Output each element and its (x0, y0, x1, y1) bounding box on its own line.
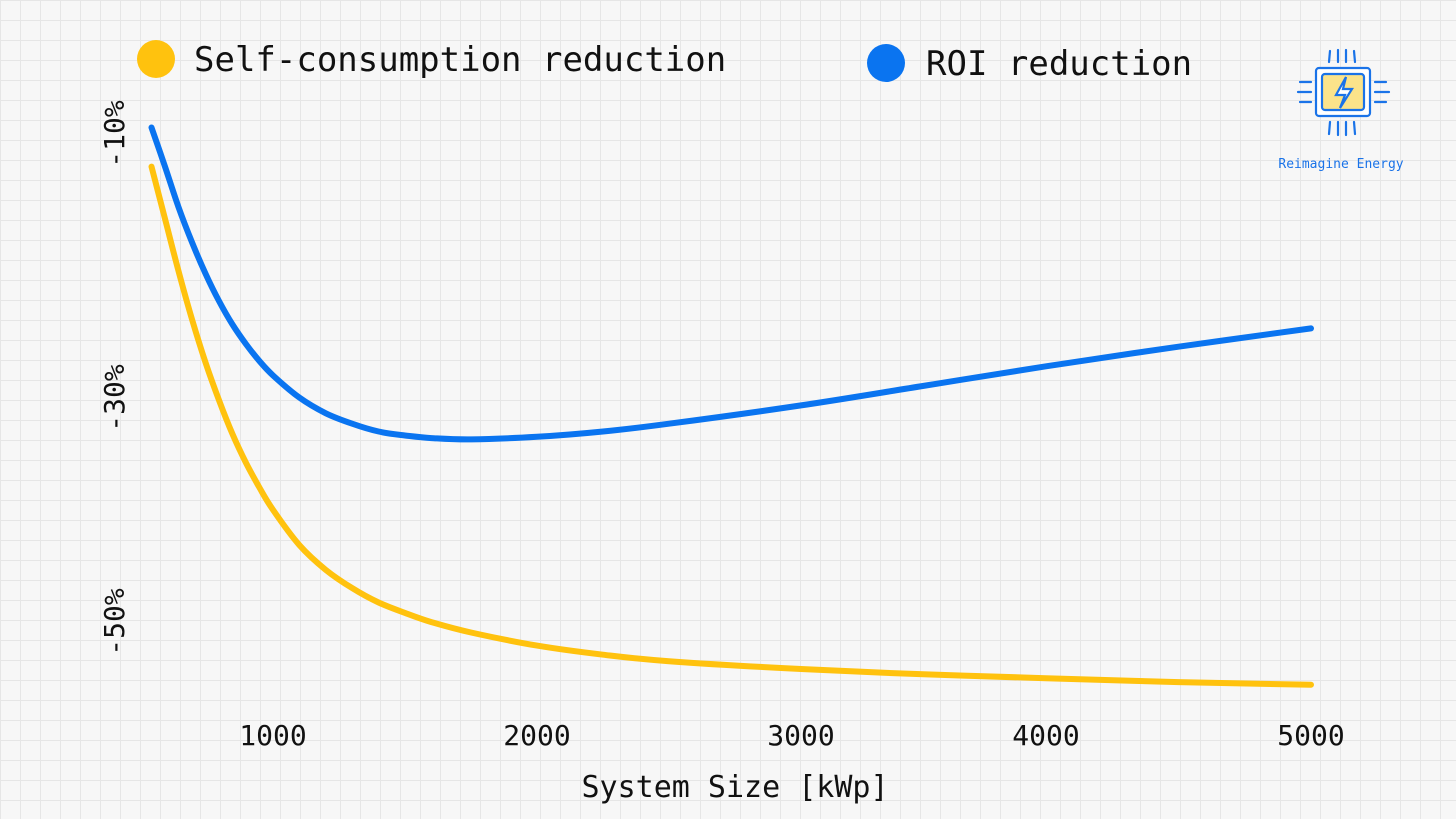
legend: Self-consumption reduction ROI reduction (137, 40, 1192, 84)
x-tick-label: 4000 (1012, 719, 1079, 752)
brand-name: Reimagine Energy (1278, 157, 1403, 172)
y-axis: -10% -30% -50% (98, 100, 131, 656)
plot-area (148, 124, 1314, 688)
x-tick-label: 3000 (767, 719, 834, 752)
chip-lightning-icon (1296, 48, 1391, 137)
legend-label-roi: ROI reduction (926, 44, 1192, 84)
y-tick-label: -10% (98, 100, 131, 168)
series-line-self-consumption (148, 163, 1314, 688)
x-axis-title: System Size [kWp] (581, 770, 888, 805)
y-tick-label: -30% (98, 364, 131, 432)
legend-marker-roi (867, 44, 905, 82)
brand-logo: Reimagine Energy (1278, 48, 1404, 172)
x-tick-label: 5000 (1277, 719, 1344, 752)
series-line-roi (148, 124, 1314, 443)
legend-label-self-consumption: Self-consumption reduction (194, 40, 726, 80)
x-tick-label: 1000 (239, 719, 306, 752)
x-axis: 1000 2000 3000 4000 5000 System Size [kW… (239, 719, 1344, 805)
legend-marker-self-consumption (137, 40, 175, 78)
x-tick-label: 2000 (503, 719, 570, 752)
y-tick-label: -50% (98, 588, 131, 656)
